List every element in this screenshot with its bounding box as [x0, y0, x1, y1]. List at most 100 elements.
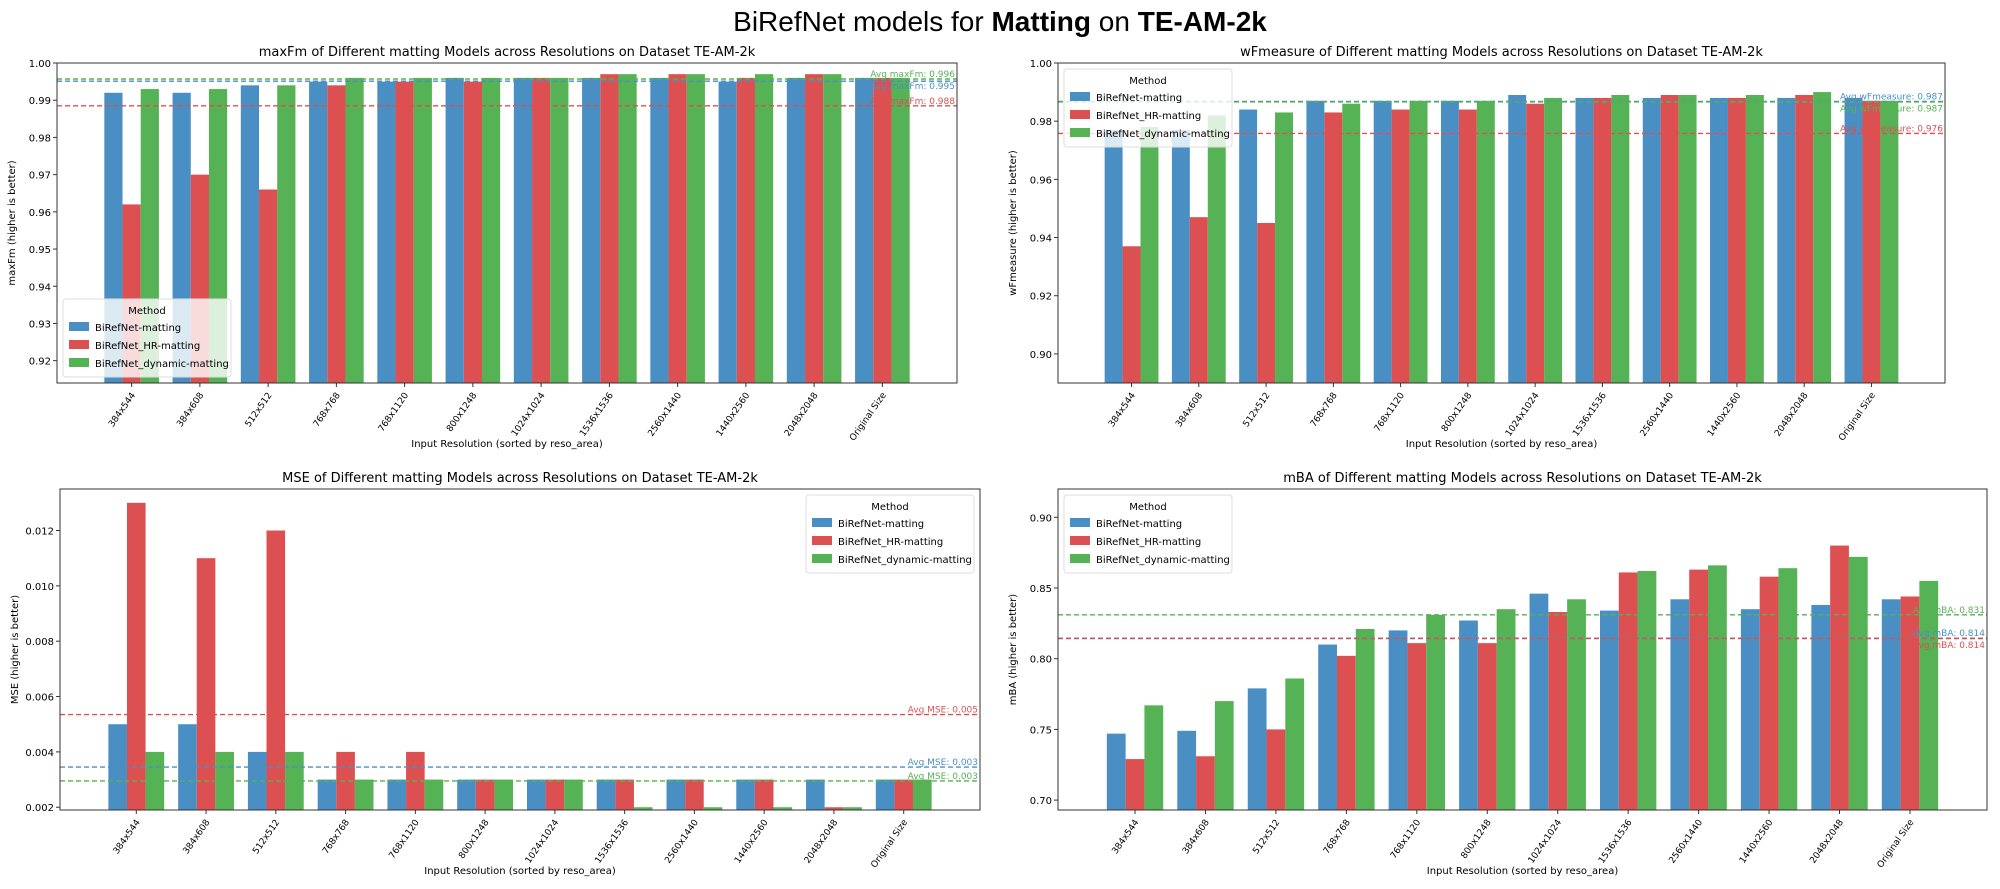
- x-tick-label: Original Size: [1837, 391, 1878, 443]
- bar-BiRefNet_HR-matting-1440x2560: [754, 779, 774, 810]
- legend-swatch-BiRefNet_HR-matting: [69, 340, 89, 349]
- bar-BiRefNet_dynamic-matting-1440x2560: [1745, 95, 1764, 383]
- avg-label: Avg mBA: 0.831: [1913, 606, 1985, 616]
- x-tick-label: 800x1248: [1440, 391, 1474, 434]
- legend-box: [62, 298, 232, 378]
- avg-label: Avg MSE: 0.003: [908, 758, 978, 768]
- bar-BiRefNet_HR-matting-768x1120: [1407, 643, 1427, 810]
- legend-label: BiRefNet-matting: [1096, 93, 1182, 104]
- legend-box: [805, 494, 975, 574]
- bar-BiRefNet-matting-2048x2048: [1777, 97, 1796, 383]
- avg-label: Avg wFmeasure: 0.976: [1840, 124, 1943, 134]
- bar-BiRefNet-matting-384x608: [178, 724, 197, 810]
- bar-BiRefNet-matting-Original Size: [875, 779, 895, 810]
- bar-BiRefNet-matting-Original Size: [855, 77, 874, 383]
- avg-label: Avg wFmeasure: 0.987: [1840, 92, 1943, 102]
- bar-BiRefNet-matting-2560x1440: [666, 779, 686, 810]
- y-axis-label: mBA (higher is better): [1008, 594, 1019, 706]
- x-axis-label: Input Resolution (sorted by reso_area): [424, 866, 616, 877]
- y-tick-label: 0.90: [1030, 350, 1052, 361]
- title-bold-dataset: TE-AM-2k: [1137, 6, 1267, 37]
- avg-label: Avg maxFm: 0.988: [870, 97, 955, 107]
- bar-BiRefNet-matting-384x608: [1177, 730, 1197, 810]
- bar-BiRefNet_HR-matting-Original Size: [1900, 596, 1920, 810]
- legend-swatch-BiRefNet-matting: [69, 322, 89, 331]
- x-tick-label: 2560x1440: [647, 391, 685, 439]
- bar-BiRefNet_dynamic-matting-800x1248: [1496, 609, 1516, 810]
- bar-BiRefNet_HR-matting-512x512: [1266, 729, 1286, 810]
- bar-BiRefNet-matting-768x768: [309, 81, 328, 384]
- bar-BiRefNet-matting-1536x1536: [596, 779, 616, 810]
- legend-label: BiRefNet_HR-matting: [1096, 111, 1201, 122]
- bar-BiRefNet_HR-matting-2560x1440: [1660, 95, 1679, 383]
- y-axis-label: wFmeasure (higher is better): [1008, 150, 1019, 296]
- bar-BiRefNet_dynamic-matting-1024x1024: [564, 779, 583, 810]
- bar-BiRefNet-matting-1440x2560: [1740, 609, 1760, 810]
- bar-BiRefNet_HR-matting-768x1120: [395, 81, 414, 384]
- bar-BiRefNet_HR-matting-384x608: [1196, 756, 1215, 810]
- x-tick-label: Original Size: [1876, 818, 1917, 870]
- bar-BiRefNet_dynamic-matting-384x544: [1144, 705, 1164, 810]
- bar-BiRefNet_HR-matting-768x768: [327, 85, 346, 383]
- bar-BiRefNet_HR-matting-1024x1024: [532, 77, 551, 383]
- legend-title: Method: [871, 502, 909, 513]
- legend-title: Method: [128, 306, 166, 317]
- x-tick-label: 2048x2048: [1808, 818, 1846, 866]
- bar-BiRefNet-matting-2560x1440: [1642, 97, 1661, 383]
- bar-BiRefNet-matting-2048x2048: [806, 779, 825, 810]
- legend-label: BiRefNet_dynamic-matting: [1096, 129, 1230, 140]
- bar-BiRefNet_dynamic-matting-512x512: [277, 85, 296, 383]
- y-tick-label: 0.96: [1030, 175, 1052, 186]
- bar-BiRefNet_dynamic-matting-1536x1536: [618, 74, 637, 384]
- legend-label: BiRefNet-matting: [838, 519, 924, 530]
- y-axis-label: maxFm (higher is better): [7, 160, 18, 285]
- x-tick-label: 512x512: [244, 391, 275, 429]
- x-tick-label: 768x768: [312, 391, 343, 429]
- legend-box: [1063, 68, 1233, 148]
- x-tick-label: 2560x1440: [1639, 391, 1677, 439]
- axes-frame: [1057, 488, 1988, 811]
- bar-BiRefNet_dynamic-matting-800x1248: [1476, 100, 1495, 384]
- legend-label: BiRefNet-matting: [1096, 519, 1182, 530]
- bar-BiRefNet_dynamic-matting-1440x2560: [754, 74, 774, 384]
- bar-BiRefNet_HR-matting-Original Size: [894, 779, 914, 810]
- bar-BiRefNet_dynamic-matting-768x768: [1342, 103, 1361, 384]
- chart-title: wFmeasure of Different matting Models ac…: [1240, 45, 1763, 60]
- bar-BiRefNet-matting-2560x1440: [650, 77, 669, 383]
- avg-label: Avg wFmeasure: 0.987: [1840, 104, 1943, 114]
- y-tick-label: 0.94: [29, 282, 51, 293]
- bar-BiRefNet_dynamic-matting-768x1120: [413, 77, 432, 383]
- chart-3: mBA of Different matting Models across R…: [1008, 471, 1988, 877]
- bar-BiRefNet_HR-matting-2048x2048: [1795, 95, 1814, 383]
- bar-BiRefNet_dynamic-matting-1024x1024: [550, 77, 569, 383]
- bar-BiRefNet-matting-800x1248: [1440, 100, 1459, 384]
- y-tick-label: 0.98: [29, 133, 51, 144]
- bar-BiRefNet_HR-matting-2048x2048: [824, 807, 844, 810]
- x-tick-label: 1536x1536: [594, 818, 632, 866]
- bar-BiRefNet_dynamic-matting-1536x1536: [1611, 95, 1630, 383]
- bar-BiRefNet-matting-1024x1024: [526, 779, 546, 810]
- avg-label: Avg mBA: 0.814: [1913, 641, 1985, 651]
- bar-BiRefNet-matting-1440x2560: [736, 779, 755, 810]
- y-tick-label: 0.90: [1030, 513, 1052, 524]
- y-tick-label: 0.006: [25, 693, 54, 704]
- bar-BiRefNet_HR-matting-384x544: [1122, 246, 1141, 383]
- legend-title: Method: [1129, 76, 1167, 87]
- bar-BiRefNet_dynamic-matting-1024x1024: [1544, 97, 1563, 383]
- title-mid: on: [1091, 6, 1138, 37]
- x-tick-label: 384x544: [1111, 818, 1142, 856]
- y-tick-label: 0.93: [29, 319, 51, 330]
- legend-label: BiRefNet_HR-matting: [838, 537, 943, 548]
- legend-swatch-BiRefNet_HR-matting: [1070, 536, 1090, 545]
- avg-label: Avg maxFm: 0.995: [870, 82, 955, 92]
- bar-BiRefNet_HR-matting-1536x1536: [600, 74, 619, 384]
- x-tick-label: 2560x1440: [1668, 818, 1706, 866]
- legend: Method BiRefNet-matting BiRefNet_HR-mattin…: [62, 298, 232, 378]
- bar-BiRefNet_dynamic-matting-1536x1536: [1637, 571, 1657, 810]
- x-tick-label: 1440x2560: [1738, 818, 1776, 866]
- x-tick-label: 800x1248: [445, 391, 479, 434]
- bar-BiRefNet_dynamic-matting-2560x1440: [703, 807, 723, 810]
- y-tick-label: 0.95: [29, 245, 51, 256]
- bar-BiRefNet-matting-1536x1536: [1599, 610, 1619, 810]
- bar-BiRefNet_dynamic-matting-768x1120: [424, 779, 444, 810]
